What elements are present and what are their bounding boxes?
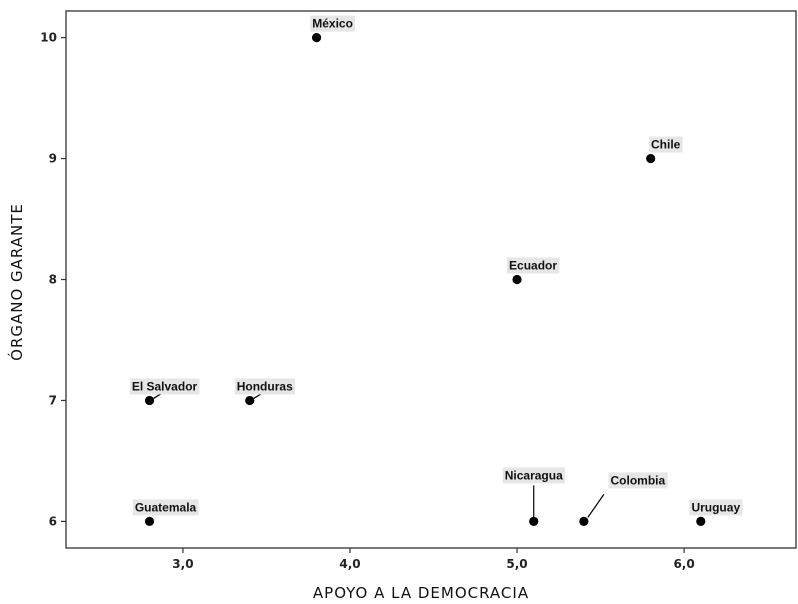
point-label: Colombia [611, 473, 666, 487]
data-point-guatemala: Guatemala [132, 499, 199, 526]
x-tick-label: 5,0 [506, 557, 527, 571]
point-marker [529, 516, 539, 526]
data-point-mexico: México [310, 15, 355, 43]
data-point-el-salvador: El Salvador [129, 378, 200, 406]
data-point-colombia: Colombia [579, 472, 668, 526]
y-axis-title: ÓRGANO GARANTE [7, 203, 26, 361]
x-tick-label: 6,0 [673, 557, 694, 571]
point-label: Ecuador [509, 259, 557, 273]
point-marker [144, 516, 155, 526]
point-label-background [502, 467, 566, 484]
point-marker [144, 395, 155, 406]
point-marker [696, 516, 706, 526]
point-label: Honduras [237, 379, 293, 393]
point-label-background [689, 499, 743, 516]
point-marker [512, 274, 522, 285]
point-marker [579, 516, 589, 526]
point-marker [245, 395, 255, 406]
point-label: México [312, 17, 353, 31]
data-point-honduras: Honduras [234, 378, 296, 406]
point-label: Guatemala [135, 500, 197, 514]
point-label-background [648, 136, 683, 153]
y-tick-label: 9 [49, 152, 57, 166]
point-label: El Salvador [132, 379, 198, 393]
point-label-background [234, 378, 296, 395]
point-label: Chile [651, 138, 681, 152]
y-tick-label: 7 [49, 393, 57, 407]
point-label: Nicaragua [505, 468, 563, 482]
y-tick-label: 10 [40, 31, 57, 45]
data-point-uruguay: Uruguay [689, 499, 743, 526]
point-marker [311, 33, 322, 43]
point-label: Uruguay [691, 500, 740, 514]
data-point-ecuador: Ecuador [507, 257, 560, 285]
x-tick-label: 4,0 [339, 557, 360, 571]
y-tick-label: 6 [49, 514, 57, 528]
x-axis-title: APOYO A LA DEMOCRACIA [313, 584, 529, 602]
point-label-background [507, 257, 560, 274]
point-label-background [310, 15, 355, 32]
point-label-background [608, 472, 668, 489]
leader-line [587, 494, 605, 518]
point-marker [646, 153, 656, 164]
data-point-nicaragua: Nicaragua [502, 467, 566, 526]
x-tick-label: 3,0 [172, 557, 193, 571]
point-label-background [129, 378, 200, 395]
y-tick-label: 8 [49, 273, 57, 287]
plot-frame [65, 10, 797, 549]
point-label-background [132, 499, 199, 516]
data-point-chile: Chile [646, 136, 683, 164]
